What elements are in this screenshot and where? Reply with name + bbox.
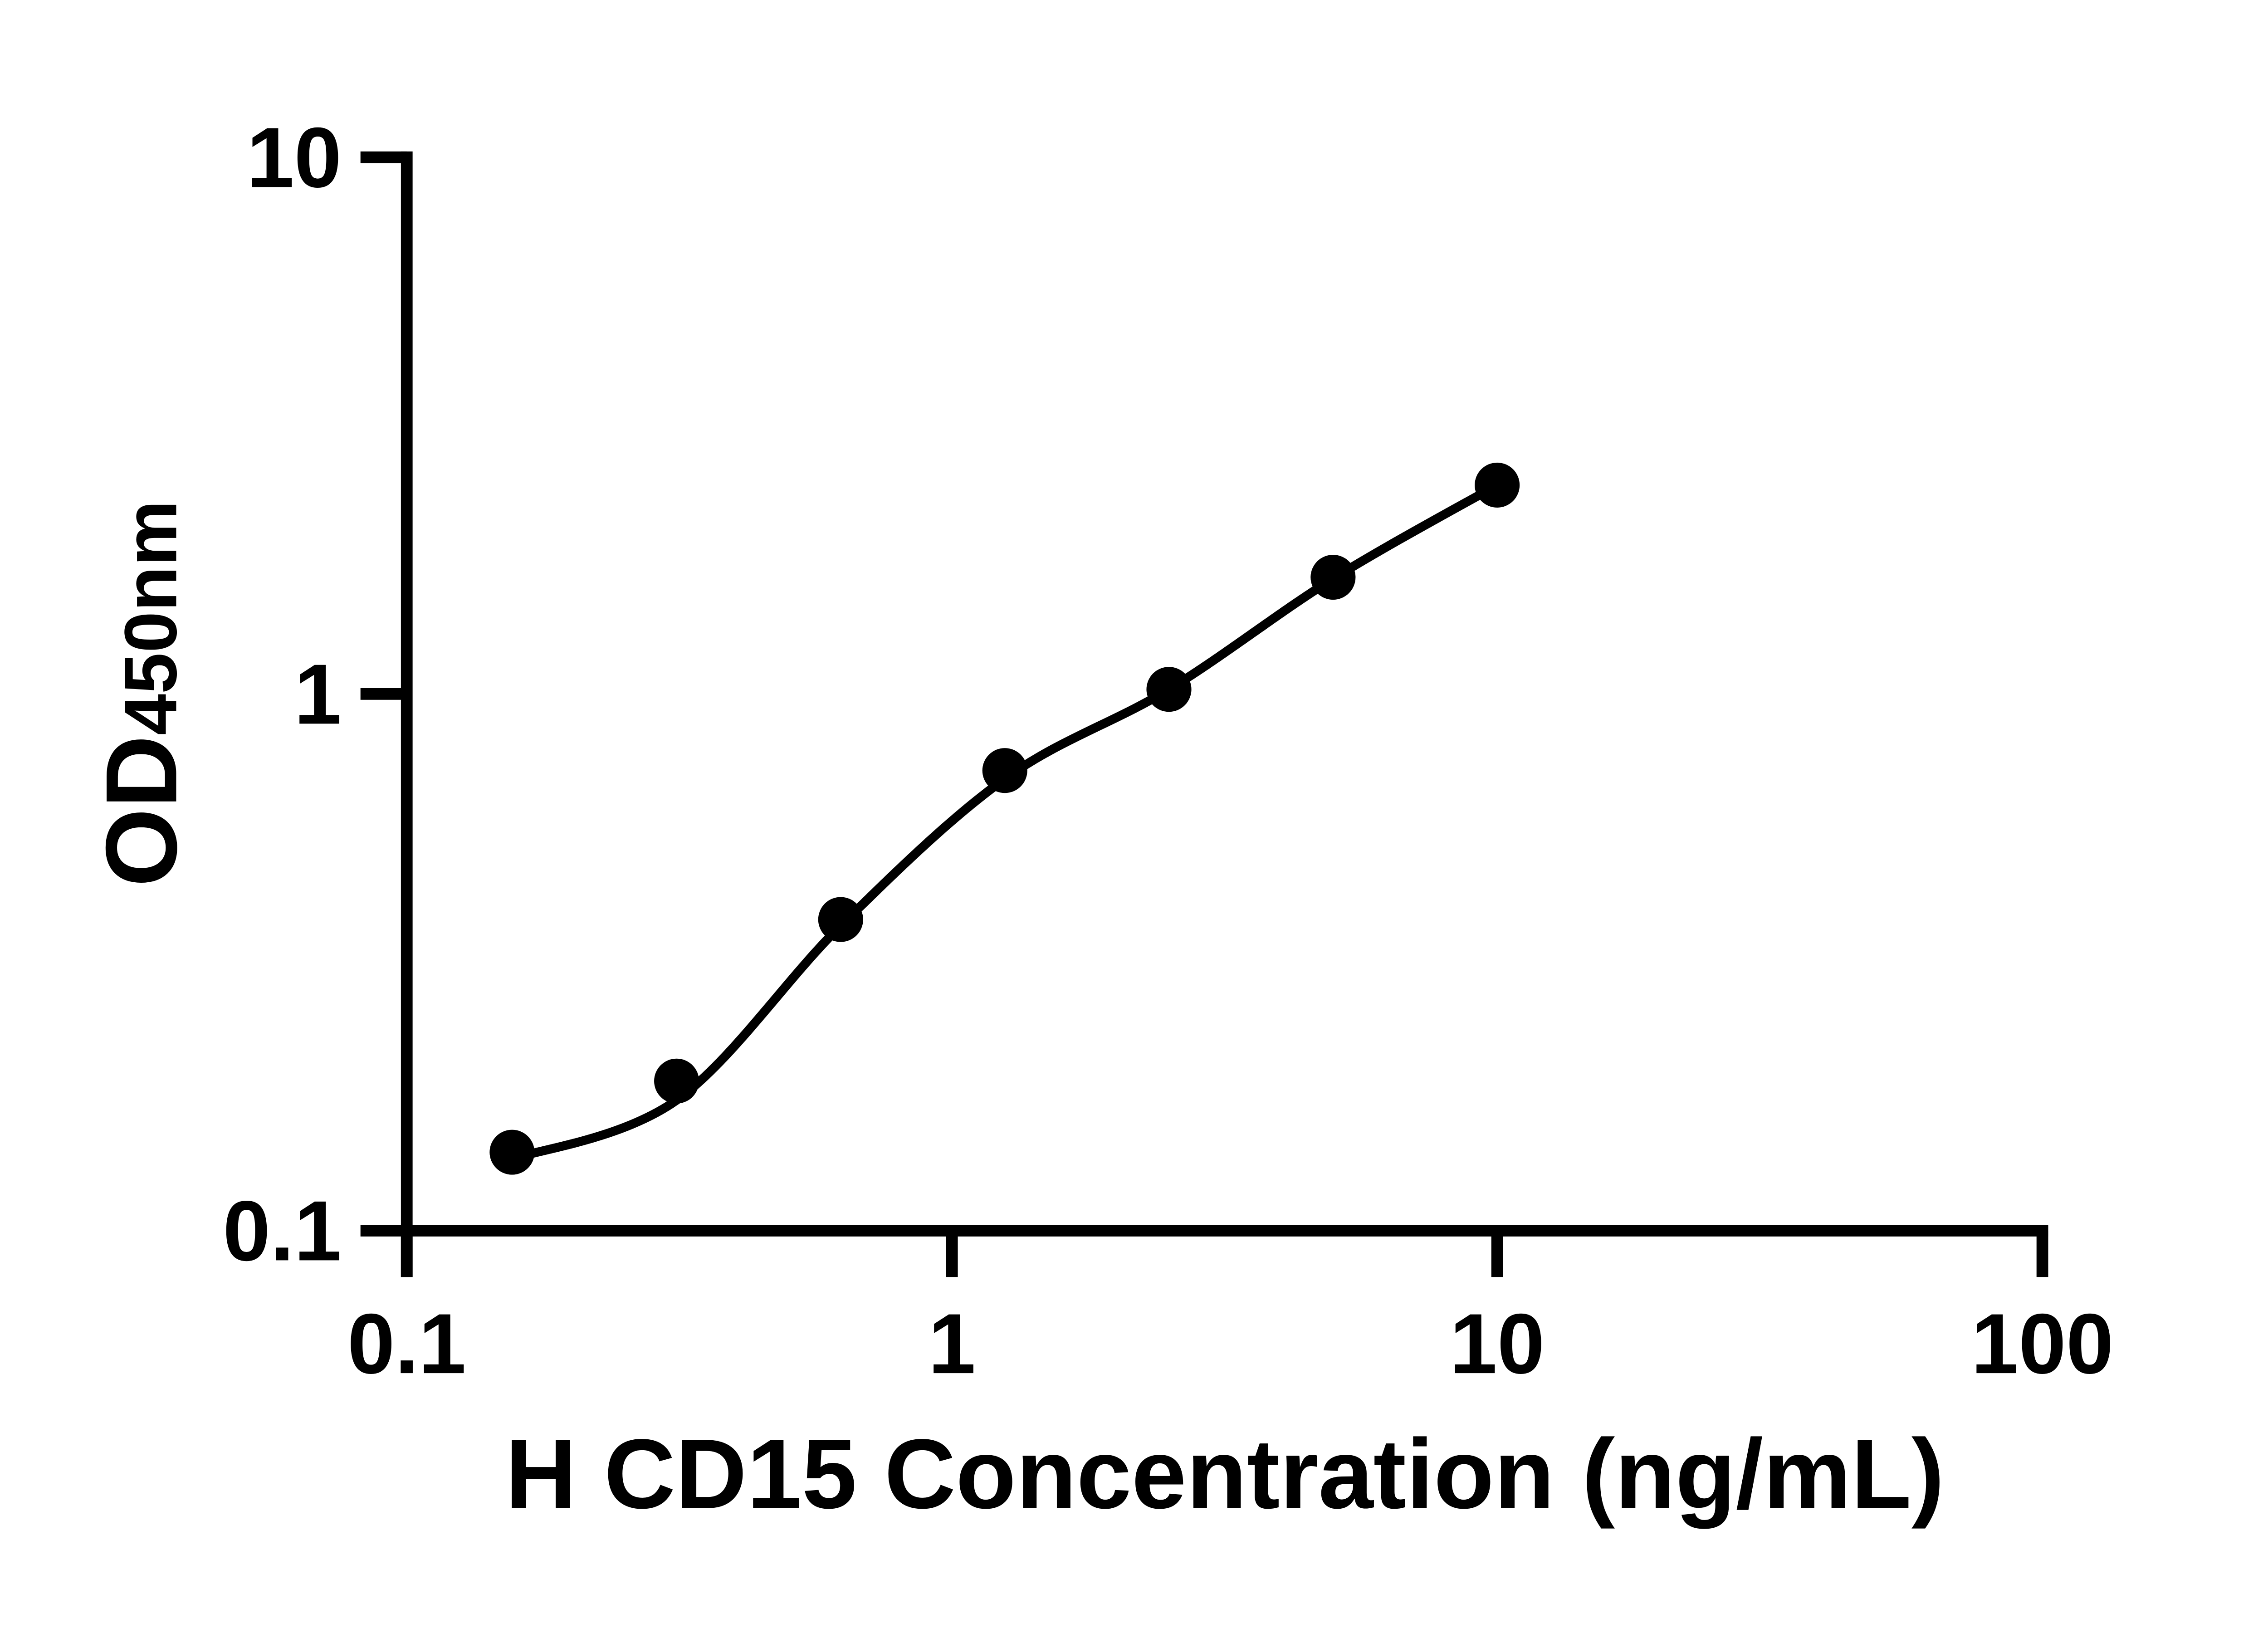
data-point xyxy=(1146,667,1192,712)
x-tick-label: 10 xyxy=(1450,1296,1545,1391)
x-tick-label: 1 xyxy=(928,1296,976,1391)
x-axis-title: H CD15 Concentration (ng/mL) xyxy=(505,1419,1945,1529)
y-tick-label: 0.1 xyxy=(223,1183,342,1278)
y-tick-label: 10 xyxy=(247,110,342,205)
y-axis-title-subscript: 450nm xyxy=(109,500,192,735)
axes xyxy=(401,151,2048,1277)
y-axis-title-main: OD xyxy=(85,735,198,887)
data-point xyxy=(982,748,1027,793)
data-point xyxy=(489,1129,535,1175)
data-point xyxy=(654,1058,699,1104)
y-axis-title: OD450nm xyxy=(85,500,198,887)
data-points xyxy=(489,462,1520,1175)
data-point xyxy=(818,897,863,942)
data-point xyxy=(1310,555,1356,600)
x-tick-label: 100 xyxy=(1971,1296,2114,1391)
tick-marks xyxy=(360,151,2048,1277)
x-tick-label: 0.1 xyxy=(347,1296,466,1391)
tick-labels: 0.1 1 10 0.1 1 10 100 xyxy=(223,110,2113,1391)
y-tick-label: 1 xyxy=(294,646,342,742)
data-point xyxy=(1475,462,1520,508)
